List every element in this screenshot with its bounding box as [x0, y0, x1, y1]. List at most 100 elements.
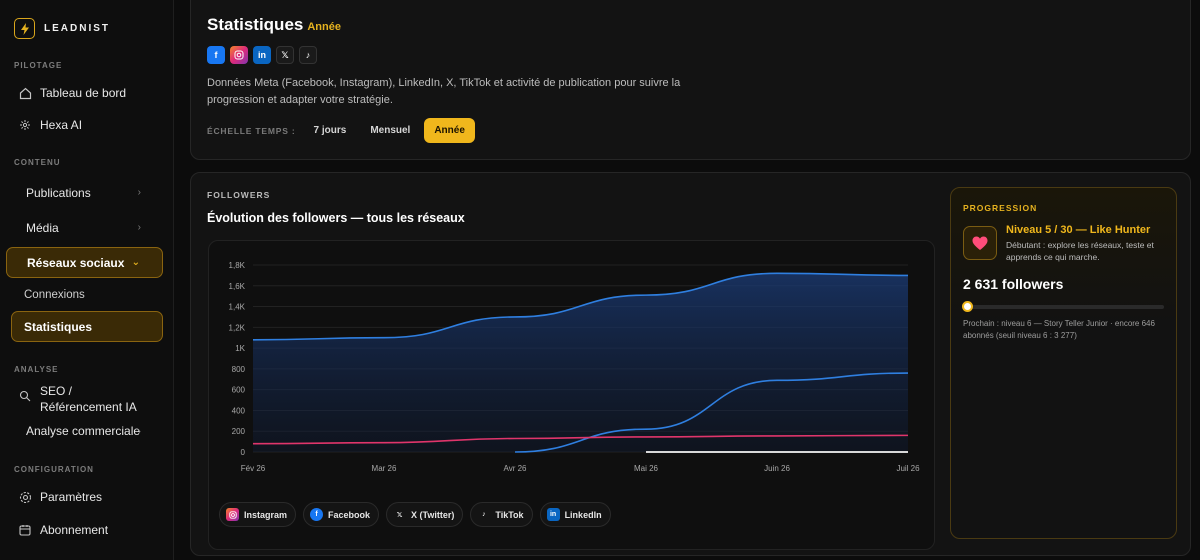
legend-item-linkedin[interactable]: in LinkedIn	[539, 502, 611, 527]
x-tick-label: Juin 26	[764, 464, 790, 473]
section-configuration: CONFIGURATION	[14, 465, 94, 474]
sidebar-item-analyse-commerciale[interactable]: Analyse commerciale ›	[6, 416, 163, 446]
legend-item-facebook[interactable]: f Facebook	[303, 502, 380, 527]
y-tick-label: 200	[232, 427, 246, 436]
followers-eyebrow: FOLLOWERS	[207, 190, 271, 200]
sidebar-item-label: Réseaux sociaux	[27, 255, 125, 270]
chart-legend: Instagram f Facebook 𝕏 X (Twitter) ♪ Tik…	[219, 502, 611, 527]
y-tick-label: 1,6K	[229, 282, 246, 291]
tiktok-icon[interactable]: ♪	[299, 46, 317, 64]
sidebar-item-label: Tableau de bord	[40, 86, 127, 100]
followers-chart: 0 200 400 600 800 1K 1,2K 1,4K 1,6K 1,8K Fév 26 Mar…	[208, 240, 935, 550]
level-title: Niveau 5 / 30 — Like Hunter	[1006, 224, 1151, 236]
sidebar-subitem-statistiques[interactable]: Statistiques	[11, 311, 163, 342]
y-tick-label: 1K	[235, 344, 245, 353]
instagram-icon	[226, 508, 239, 521]
section-pilotage: PILOTAGE	[14, 61, 63, 70]
calendar-icon	[18, 523, 32, 537]
y-tick-label: 1,4K	[229, 303, 246, 312]
chevron-right-icon: ›	[137, 425, 141, 437]
x-icon[interactable]: 𝕏	[276, 46, 294, 64]
sidebar-item-abonnement[interactable]: Abonnement	[18, 523, 108, 537]
statistics-header-card: Statistiques Année f in 𝕏 ♪ Données Meta …	[190, 0, 1191, 160]
sidebar-item-hexa-ai[interactable]: Hexa AI	[18, 118, 82, 132]
sidebar-item-label: Abonnement	[40, 523, 109, 537]
page-description: Données Meta (Facebook, Instagram), Link…	[207, 77, 681, 106]
y-tick-label: 600	[232, 386, 246, 395]
x-tick-label: Juil 26	[896, 464, 920, 473]
sidebar-item-label: Paramètres	[40, 490, 103, 504]
progression-eyebrow: PROGRESSION	[963, 203, 1038, 213]
page-title-text: Statistiques	[207, 15, 304, 34]
facebook-icon[interactable]: f	[207, 46, 225, 64]
y-tick-label: 800	[232, 365, 246, 374]
section-analyse: ANALYSE	[14, 365, 59, 374]
sidebar-item-label: Média	[26, 220, 59, 235]
facebook-icon: f	[310, 508, 324, 521]
brand[interactable]: LEADNIST	[14, 18, 110, 39]
legend-label: Facebook	[328, 509, 371, 520]
linkedin-icon: in	[546, 508, 560, 521]
section-contenu: CONTENU	[14, 158, 61, 167]
legend-item-tiktok[interactable]: ♪ TikTok	[470, 502, 533, 527]
chevron-right-icon: ›	[137, 187, 141, 198]
timescale-option-annee[interactable]: Année	[424, 118, 475, 143]
heart-icon	[963, 226, 997, 260]
x-tick-label: Avr 26	[504, 464, 528, 473]
legend-item-x-twitter[interactable]: 𝕏 X (Twitter)	[386, 502, 464, 527]
chart-title: Évolution des followers — tous les résea…	[207, 211, 465, 225]
y-tick-label: 400	[232, 406, 246, 415]
timescale-label: ÉCHELLE TEMPS :	[207, 125, 296, 136]
sidebar: LEADNIST PILOTAGE Tableau de bord Hexa A…	[0, 0, 174, 560]
level-progress-knob	[962, 301, 974, 312]
page-title: Statistiques Année	[207, 15, 341, 35]
lightning-icon	[14, 18, 35, 39]
followers-card: FOLLOWERS Évolution des followers — tous…	[190, 172, 1191, 556]
timescale-option-7-jours[interactable]: 7 jours	[313, 125, 347, 136]
x-tick-label: Mai 26	[634, 464, 659, 473]
followers-line-chart: 0 200 400 600 800 1K 1,2K 1,4K 1,6K 1,8K Fév 26 Mar…	[229, 261, 921, 473]
gear-icon	[18, 490, 32, 504]
x-tick-label: Mar 26	[372, 464, 397, 473]
legend-label: TikTok	[495, 509, 524, 520]
tiktok-icon: ♪	[482, 511, 486, 518]
instagram-icon[interactable]	[230, 46, 248, 64]
series-line-instagram	[252, 434, 909, 445]
progression-card: PROGRESSION Niveau 5 / 30 — Like Hunter …	[950, 187, 1177, 539]
series-line-linkedin	[514, 372, 909, 453]
sidebar-subitem-connexions[interactable]: Connexions	[24, 289, 85, 301]
brand-name: LEADNIST	[44, 23, 110, 34]
home-icon	[18, 86, 32, 100]
x-icon: 𝕏	[396, 511, 403, 519]
legend-label: X (Twitter)	[411, 509, 455, 520]
sidebar-item-tableau-de-bord[interactable]: Tableau de bord	[18, 86, 126, 100]
sparkle-icon	[18, 118, 32, 132]
sidebar-item-media[interactable]: Média ›	[6, 212, 163, 243]
y-tick-label: 1,8K	[229, 261, 246, 270]
y-tick-label: 0	[241, 448, 246, 457]
sidebar-item-label: Publications	[26, 185, 91, 200]
sidebar-item-label: SEO / Référencement IA	[40, 384, 137, 414]
series-line-facebook	[252, 272, 909, 341]
chevron-right-icon: ›	[137, 222, 141, 233]
sidebar-item-seo[interactable]: SEO / Référencement IA	[18, 383, 155, 415]
sidebar-item-reseaux-sociaux[interactable]: Réseaux sociaux ⌄	[6, 247, 163, 278]
next-level-info: Prochain : niveau 6 — Story Teller Junio…	[963, 319, 1155, 340]
y-tick-label: 1,2K	[229, 323, 246, 332]
sidebar-item-publications[interactable]: Publications ›	[6, 177, 163, 208]
series-area-facebook	[253, 273, 908, 452]
search-icon	[18, 389, 32, 403]
timescale-option-mensuel[interactable]: Mensuel	[370, 125, 411, 136]
level-description: Débutant : explore les réseaux, teste et…	[1006, 240, 1154, 262]
sidebar-item-label: Analyse commerciale	[26, 424, 141, 438]
sidebar-item-parametres[interactable]: Paramètres	[18, 490, 102, 504]
sidebar-item-label: Hexa AI	[40, 118, 83, 132]
chevron-down-icon: ⌄	[131, 257, 140, 268]
level-progress-bar	[962, 301, 1164, 312]
linkedin-icon[interactable]: in	[253, 46, 271, 64]
legend-label: Instagram	[244, 509, 288, 520]
followers-total: 2 631 followers	[963, 276, 1064, 292]
timescale-selector: ÉCHELLE TEMPS : 7 jours Mensuel Année	[207, 118, 479, 143]
legend-item-instagram[interactable]: Instagram	[219, 502, 297, 527]
social-network-icons: f in 𝕏 ♪	[207, 46, 317, 64]
